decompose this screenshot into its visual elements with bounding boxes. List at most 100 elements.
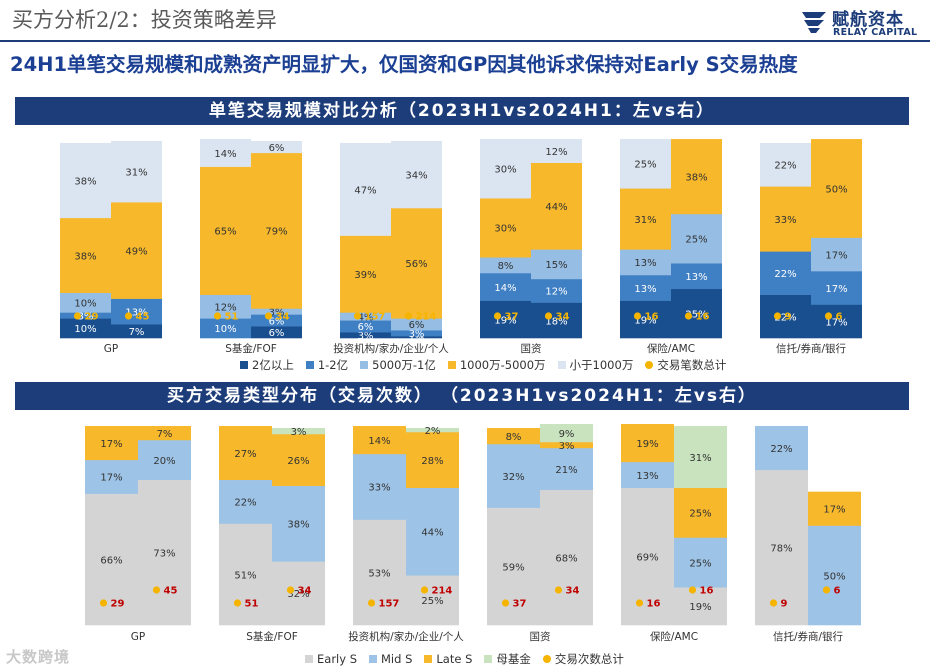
bar-segment <box>340 332 391 339</box>
count-dot <box>286 586 295 594</box>
segment-data-label: 4% <box>358 312 374 323</box>
bar-segment <box>340 235 391 313</box>
segment-data-label: 6% <box>269 328 285 339</box>
bar-segment <box>353 426 406 455</box>
bar-segment <box>487 427 540 445</box>
category-label: 投资机构/家办/企业/个人 <box>348 630 464 643</box>
bar-segment <box>674 426 727 488</box>
count-dot <box>769 599 778 607</box>
bar-segment <box>340 312 391 321</box>
bar-segment <box>674 537 727 588</box>
legend-item: 交易次数总计 <box>542 651 624 667</box>
logo-chinese-name: 赋航资本 <box>832 10 904 30</box>
segment-data-label: 1% <box>409 333 425 344</box>
bar-segment <box>272 433 325 486</box>
segment-data-label: 20% <box>153 456 175 467</box>
bar-segment <box>391 207 442 319</box>
count-dot <box>684 312 693 320</box>
count-dot <box>353 312 362 320</box>
segment-data-label: 6% <box>269 316 285 327</box>
logo-english-name: RELAY CAPITAL <box>833 27 918 38</box>
count-dot <box>493 312 502 320</box>
category-label: 保险/AMC <box>650 630 698 643</box>
bar-segment <box>353 453 406 520</box>
legend-swatch <box>240 361 248 369</box>
bar-segment <box>111 141 162 203</box>
legend-item: 母基金 <box>484 651 531 667</box>
count-label: 16 <box>645 312 659 323</box>
bar-segment <box>540 424 593 443</box>
bar-segment <box>391 330 442 337</box>
legend-swatch <box>557 361 566 369</box>
bar-segment <box>391 141 442 209</box>
bar-segment <box>620 188 671 250</box>
count-label: 37 <box>505 312 519 323</box>
bar-segment <box>200 166 251 295</box>
bar-segment <box>200 318 251 339</box>
bar-segment <box>674 587 727 626</box>
count-label: 9 <box>785 312 792 323</box>
segment-data-label: 19% <box>494 315 516 326</box>
bar-segment <box>340 320 391 333</box>
category-label: GP <box>131 631 145 643</box>
count-dot <box>773 312 782 320</box>
bar-segment <box>85 459 138 494</box>
bar-segment <box>111 202 162 299</box>
segment-data-label: 17% <box>825 250 847 261</box>
chart-2-title: 买方交易类型分布（交易次数） （2023H1vs2024H1：左vs右） <box>15 382 909 410</box>
segment-data-label: 18% <box>545 316 567 327</box>
count-label: 16 <box>696 312 710 323</box>
bar-segment <box>138 439 191 481</box>
relay-capital-logo: 赋航资本 RELAY CAPITAL <box>800 4 922 42</box>
bar-segment <box>272 427 325 435</box>
count-label: 34 <box>298 586 312 597</box>
legend-label: 交易笔数总计 <box>657 358 727 372</box>
legend-item: 2亿以上 <box>240 357 294 373</box>
bar-segment <box>531 278 582 303</box>
bar-segment <box>251 326 302 339</box>
segment-data-label: 7% <box>129 327 145 338</box>
segment-data-label: 47% <box>354 185 376 196</box>
count-label: 45 <box>136 312 150 323</box>
segment-data-label: 31% <box>689 453 711 464</box>
bar-segment <box>755 426 808 471</box>
segment-data-label: 56% <box>405 259 427 270</box>
bar-segment <box>200 139 251 167</box>
segment-data-label: 34% <box>405 170 427 181</box>
bar-segment <box>531 162 582 250</box>
count-label: 51 <box>225 312 239 323</box>
segment-data-label: 17% <box>100 473 122 484</box>
segment-data-label: 2% <box>425 426 441 437</box>
segment-data-label: 12% <box>545 147 567 158</box>
bar-segment <box>540 447 593 490</box>
bar-segment <box>353 519 406 626</box>
bar-segment <box>251 308 302 315</box>
count-label: 34 <box>566 586 580 597</box>
bar-segment <box>251 152 302 309</box>
segment-data-label: 79% <box>265 227 287 238</box>
segment-data-label: 13% <box>634 258 656 269</box>
segment-data-label: 27% <box>234 449 256 460</box>
category-label: 信托/券商/银行 <box>776 342 847 355</box>
count-label: 45 <box>164 586 178 597</box>
segment-data-label: 31% <box>634 215 656 226</box>
bar-segment <box>480 272 531 301</box>
bar-segment <box>111 324 162 339</box>
bar-segment <box>480 198 531 258</box>
count-dot <box>213 312 222 320</box>
segment-data-label: 14% <box>214 149 236 160</box>
legend-label: 1000万-5000万 <box>459 358 546 372</box>
segment-data-label: 17% <box>823 505 845 516</box>
bar-segment <box>808 491 861 526</box>
segment-data-label: 22% <box>770 444 792 455</box>
header-divider <box>0 40 930 42</box>
segment-data-label: 25% <box>634 160 656 171</box>
segment-data-label: 59% <box>502 562 524 573</box>
chart-1-legend: 2亿以上 1-2亿 5000万-1亿 1000万-5000万 小于1000万 交易笔数总计 <box>240 357 726 373</box>
segment-data-label: 10% <box>74 324 96 335</box>
legend-item: 5000万-1亿 <box>360 357 436 373</box>
count-dot <box>688 586 697 594</box>
segment-data-label: 12% <box>545 287 567 298</box>
relay-capital-logo-icon <box>802 12 826 33</box>
